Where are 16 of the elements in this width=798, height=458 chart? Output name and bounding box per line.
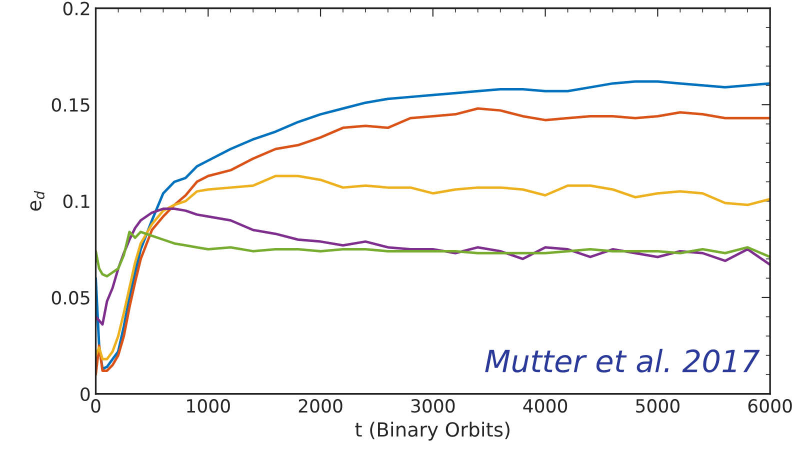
annotation: Mutter et al. 2017 xyxy=(485,348,760,373)
x-tick-label: 6000 xyxy=(748,399,792,413)
x-tick-label: 0 xyxy=(91,399,100,413)
y-tick-label: 0.2 xyxy=(63,2,90,16)
x-tick-label: 1000 xyxy=(187,399,230,413)
x-tick-label: 2000 xyxy=(298,399,342,413)
line-series xyxy=(96,230,770,278)
y-tick-label: 0 xyxy=(80,387,90,401)
x-axis-title: t (Binary Orbits) xyxy=(355,422,510,441)
x-tick-label: 4000 xyxy=(523,399,568,413)
y-tick-label: 0.1 xyxy=(63,194,90,208)
x-tick-label: 3000 xyxy=(411,399,455,413)
y-tick-label: 0.05 xyxy=(52,290,90,305)
y-tick-label: 0.15 xyxy=(52,98,90,112)
y-axis-title: e$_{d}$ xyxy=(30,190,44,211)
x-tick-label: 5000 xyxy=(636,399,680,413)
